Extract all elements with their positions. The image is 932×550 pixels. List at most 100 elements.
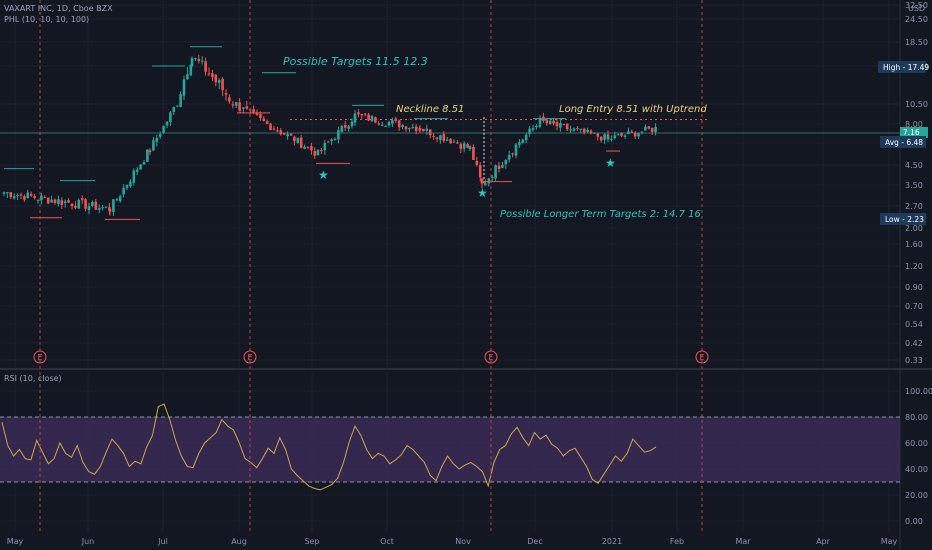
candle-body: [122, 187, 125, 195]
candle-body: [316, 149, 320, 155]
candle-body: [397, 120, 401, 128]
candle-body: [432, 135, 435, 137]
candle-body: [511, 153, 514, 155]
time-tick-label: May: [881, 537, 898, 546]
candle-body: [74, 205, 77, 208]
candle-body: [377, 123, 381, 125]
candle-body: [129, 181, 132, 187]
price-tick-label: 0.54: [905, 320, 923, 329]
candle-body: [484, 183, 487, 186]
candle-body: [518, 142, 521, 146]
candle-body: [148, 150, 152, 153]
rsi-label: RSI (10, close): [4, 374, 62, 383]
current-price-badge: 7.16: [900, 127, 928, 138]
candle-body: [296, 137, 300, 143]
price-tick-label: 8.00: [905, 120, 923, 129]
candle-body: [350, 121, 354, 127]
candle-body: [207, 73, 211, 75]
candle-body: [108, 207, 111, 211]
candle-body: [538, 117, 542, 125]
candle-body: [132, 170, 136, 183]
candle-body: [224, 92, 228, 95]
candle-body: [599, 136, 603, 141]
candle-body: [610, 138, 613, 140]
price-tick-label: 3.50: [905, 181, 923, 190]
price-tick-label: 1.60: [905, 240, 923, 249]
candle-body: [289, 133, 293, 136]
candle-body: [640, 131, 644, 133]
candle-body: [269, 123, 272, 131]
candle-body: [347, 126, 350, 129]
candle-body: [80, 198, 84, 201]
time-axis: May Jun Jul Aug Sep Oct Nov Dec 2021 Feb Mar Apr May: [7, 537, 898, 546]
candle-body: [445, 139, 449, 141]
svg-text:Avg - 6.48: Avg - 6.48: [885, 138, 923, 147]
candle-body: [480, 178, 484, 184]
earnings-marker: [33, 350, 47, 364]
price-tick-label: 2.70: [905, 202, 923, 211]
candle-body: [394, 118, 398, 121]
candle-body: [545, 119, 549, 124]
candle-body: [46, 197, 50, 204]
earnings-marker-label: E: [247, 353, 252, 362]
earnings-marker-label: E: [488, 353, 493, 362]
price-tick-label: 10.50: [905, 100, 928, 109]
candle-body: [175, 105, 179, 107]
rsi-tick-label: 0.00: [905, 517, 923, 526]
candle-body: [650, 127, 654, 132]
candle-body: [87, 206, 91, 211]
svg-text:High - 17.49: High - 17.49: [883, 63, 929, 72]
candle-body: [435, 137, 439, 139]
candle-body: [259, 113, 262, 119]
candle-body: [572, 128, 576, 131]
candle-body: [323, 142, 327, 151]
candle-body: [306, 146, 310, 148]
candle-body: [158, 134, 162, 137]
earnings-marker: [243, 350, 257, 364]
targets-annotation: Possible Targets 11.5 12.3: [283, 55, 428, 68]
candle-body: [139, 164, 142, 170]
earnings-marker-label: E: [37, 353, 42, 362]
candle-body: [279, 130, 283, 135]
rsi-band: [0, 417, 900, 482]
time-tick-label: Oct: [380, 537, 394, 546]
candle-body: [23, 196, 26, 200]
candle-body: [194, 58, 197, 60]
candle-body: [459, 144, 463, 149]
candle-body: [40, 195, 43, 200]
price-tick-label: 32.50: [905, 1, 928, 10]
time-tick-label: Jun: [81, 537, 95, 546]
longer-targets-annotation: Possible Longer Term Targets 2: 14.7 16: [500, 209, 701, 220]
candle-body: [245, 106, 249, 109]
candle-body: [367, 114, 370, 121]
candle-body: [538, 124, 542, 127]
candle-body: [265, 121, 269, 124]
candle-body: [337, 130, 340, 140]
candle-body: [472, 146, 475, 160]
candle-body: [84, 199, 87, 209]
candle-body: [169, 112, 172, 123]
candle-body: [521, 139, 525, 143]
earnings-marker: [484, 350, 498, 364]
candle-body: [200, 60, 204, 62]
candle-body: [616, 134, 620, 136]
candle-body: [589, 130, 593, 134]
time-tick-label: Dec: [527, 537, 542, 546]
candle-body: [497, 165, 501, 169]
price-tick-label: 24.50: [905, 15, 928, 24]
candle-body: [313, 151, 317, 156]
candle-body: [468, 146, 472, 150]
candle-body: [490, 177, 494, 179]
candle-body: [442, 134, 446, 141]
candle-body: [282, 133, 286, 135]
star-marker: ★: [318, 168, 329, 182]
candle-body: [363, 113, 367, 115]
candle-body: [228, 97, 231, 102]
candle-body: [252, 109, 255, 113]
candle-body: [94, 201, 98, 210]
candle-body: [647, 126, 651, 129]
candle-body: [637, 133, 640, 137]
candle-body: [12, 196, 16, 199]
